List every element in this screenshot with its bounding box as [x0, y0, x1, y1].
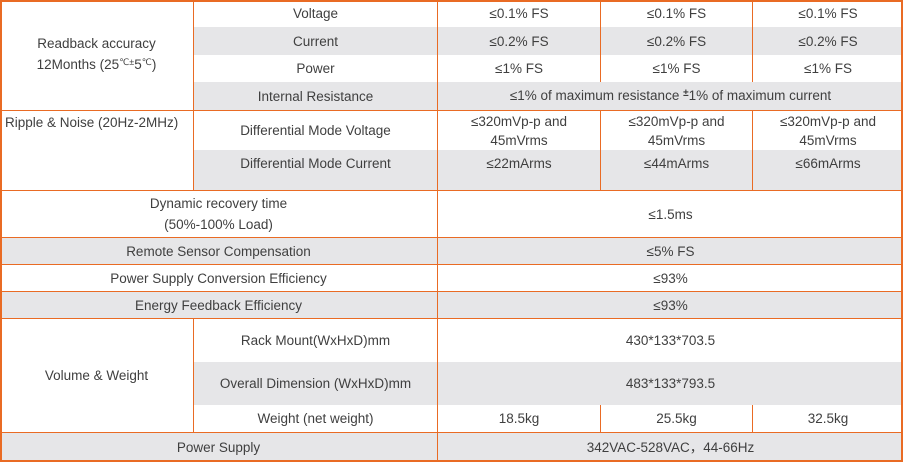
dm-current-value-3: ≤66mArms	[752, 150, 903, 190]
overall-dimension-value-cell: 483*133*793.5	[437, 362, 903, 405]
weight-label-cell: Weight (net weight)	[193, 405, 437, 432]
dm-voltage-value-2: ≤320mVp-p and 45mVrms	[600, 110, 752, 150]
feedback-efficiency-value-cell: ≤93%	[437, 291, 903, 318]
dm-current-label-cell: Differential Mode Current	[193, 150, 437, 190]
current-label-cell: Current	[193, 27, 437, 55]
internal-resistance-label-cell: Internal Resistance	[193, 82, 437, 110]
weight-value-1: 18.5kg	[437, 405, 600, 432]
current-value-3: ≤0.2% FS	[752, 27, 903, 55]
voltage-value-3: ≤0.1% FS	[752, 0, 903, 27]
power-value-1: ≤1% FS	[437, 55, 600, 82]
dm-voltage-label-cell: Differential Mode Voltage	[193, 110, 437, 150]
power-supply-value-cell: 342VAC-528VAC，44-66Hz	[437, 432, 903, 462]
readback-title-line1: Readback accuracy	[37, 36, 156, 51]
ripple-noise-title-cell: Ripple & Noise (20Hz-2MHz)	[0, 110, 193, 190]
conversion-efficiency-value-cell: ≤93%	[437, 264, 903, 291]
remote-sensor-label-cell: Remote Sensor Compensation	[0, 237, 437, 264]
dm-current-value-1: ≤22mArms	[437, 150, 600, 190]
internal-resistance-value-cell: ≤1% of maximum resistance ±1% of maximum…	[437, 82, 903, 110]
readback-title-line2: 12Months (25℃±5℃)	[36, 57, 157, 72]
volume-weight-title-cell: Volume & Weight	[0, 318, 193, 432]
overall-dimension-label-cell: Overall Dimension (WxHxD)mm	[193, 362, 437, 405]
degree-superscript: ℃±	[119, 57, 135, 67]
dynamic-recovery-label-cell: Dynamic recovery time (50%-100% Load)	[0, 190, 437, 237]
current-value-1: ≤0.2% FS	[437, 27, 600, 55]
dm-current-value-2: ≤44mArms	[600, 150, 752, 190]
feedback-efficiency-label-cell: Energy Feedback Efficiency	[0, 291, 437, 318]
weight-value-3: 32.5kg	[752, 405, 903, 432]
weight-value-2: 25.5kg	[600, 405, 752, 432]
readback-accuracy-title-cell: Readback accuracy 12Months (25℃±5℃)	[0, 0, 193, 110]
voltage-value-1: ≤0.1% FS	[437, 0, 600, 27]
conversion-efficiency-label-cell: Power Supply Conversion Efficiency	[0, 264, 437, 291]
voltage-value-2: ≤0.1% FS	[600, 0, 752, 27]
plus-minus-superscript: ±	[683, 87, 689, 99]
voltage-label-cell: Voltage	[193, 0, 437, 27]
rack-mount-value-cell: 430*133*703.5	[437, 318, 903, 362]
degree-superscript: ℃	[141, 57, 152, 67]
dynamic-recovery-value-cell: ≤1.5ms	[437, 190, 903, 237]
power-value-3: ≤1% FS	[752, 55, 903, 82]
dm-voltage-value-3: ≤320mVp-p and 45mVrms	[752, 110, 903, 150]
power-supply-label-cell: Power Supply	[0, 432, 437, 462]
rack-mount-label-cell: Rack Mount(WxHxD)mm	[193, 318, 437, 362]
power-label-cell: Power	[193, 55, 437, 82]
dm-voltage-value-1: ≤320mVp-p and 45mVrms	[437, 110, 600, 150]
current-value-2: ≤0.2% FS	[600, 27, 752, 55]
remote-sensor-value-cell: ≤5% FS	[437, 237, 903, 264]
power-value-2: ≤1% FS	[600, 55, 752, 82]
